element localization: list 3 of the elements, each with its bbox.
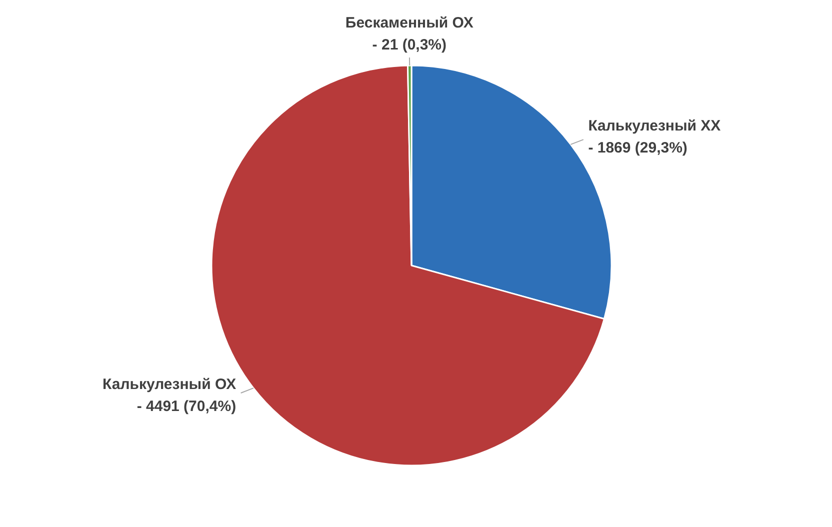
slice-label: Бескаменный ОХ - 21 (0,3%) xyxy=(345,14,474,54)
slice-label: Калькулезный ХХ - 1869 (29,3%) xyxy=(588,118,721,157)
slice-label: Калькулезный ОХ - 4491 (70,4%) xyxy=(102,376,236,415)
